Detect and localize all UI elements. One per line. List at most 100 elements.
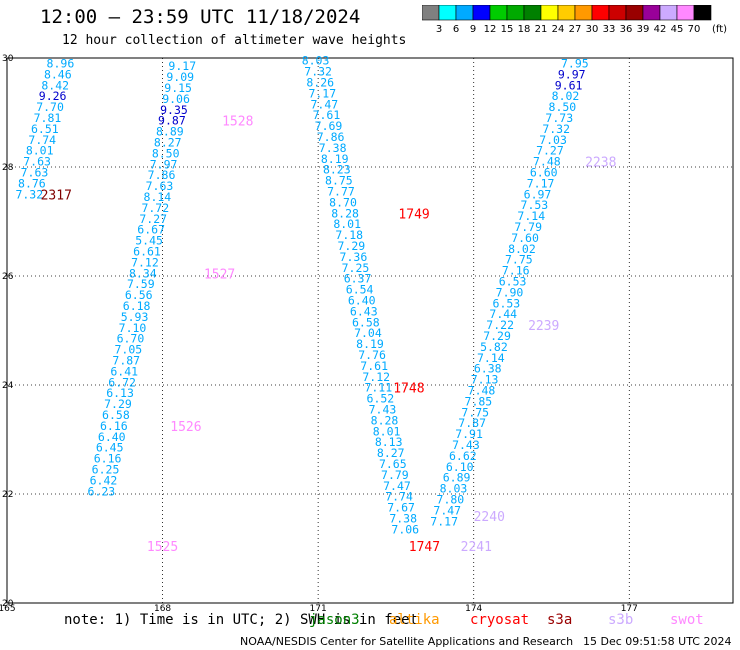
wave-height-value: 7.14: [517, 209, 545, 223]
wave-height-value: 7.87: [458, 416, 486, 430]
wave-height-value: 6.53: [493, 296, 521, 310]
credit-text: NOAA/NESDIS Center for Satellite Applica…: [240, 635, 574, 648]
wave-height-value: 8.02: [508, 242, 536, 256]
wave-height-value: 9.35: [160, 103, 188, 117]
wave-height-value: 7.61: [313, 108, 341, 122]
wave-height-value: 7.74: [28, 133, 56, 147]
color-scale-tick: 12: [484, 24, 497, 35]
wave-height-value: 7.48: [533, 155, 561, 169]
mission-altika: altika: [389, 612, 440, 628]
wave-height-value: 9.09: [166, 70, 194, 84]
wave-height-value: 7.12: [131, 255, 159, 269]
y-tick-label: 20: [2, 599, 14, 609]
wave-height-value: 7.76: [358, 348, 386, 362]
wave-height-value: 6.51: [31, 122, 59, 136]
pass-time-label: 2317: [41, 188, 72, 203]
wave-height-value: 9.97: [558, 67, 586, 81]
wave-height-value: 7.27: [536, 144, 564, 158]
wave-height-value: 7.91: [455, 427, 483, 441]
wave-height-value: 7.22: [486, 318, 514, 332]
wave-height-value: 7.73: [545, 111, 573, 125]
x-tick-label: 165: [0, 604, 16, 614]
wave-height-value: 7.27: [139, 212, 167, 226]
wave-height-value: 7.11: [364, 381, 392, 395]
wave-height-value: 6.10: [446, 460, 474, 474]
wave-height-value: 7.10: [119, 321, 147, 335]
wave-height-value: 6.38: [474, 362, 502, 376]
wave-height-value: 7.32: [542, 122, 570, 136]
wave-height-value: 7.67: [387, 501, 415, 515]
x-tick-label: 177: [621, 604, 638, 614]
wave-height-value: 6.40: [98, 430, 126, 444]
mission-jason3: jason3: [309, 612, 360, 628]
wave-height-value: 8.46: [44, 67, 72, 81]
wave-height-value: 7.25: [342, 261, 370, 275]
color-scale-tick: 30: [586, 24, 599, 35]
color-scale-tick: 21: [535, 24, 548, 35]
wave-height-value: 6.18: [123, 299, 151, 313]
x-tick-label: 168: [154, 604, 171, 614]
wave-height-value: 7.17: [430, 514, 458, 528]
wave-height-value: 7.75: [505, 253, 533, 267]
y-tick-label: 30: [2, 54, 14, 64]
wave-height-value: 6.67: [137, 223, 165, 237]
wave-height-value: 7.90: [496, 285, 524, 299]
mission-legend: jason3 altika cryosat s3a s3b swot: [0, 612, 740, 630]
wave-height-value: 8.23: [323, 163, 351, 177]
wave-height-value: 6.25: [92, 462, 120, 476]
wave-height-value: 6.70: [117, 332, 145, 346]
wave-height-value: 7.60: [511, 231, 539, 245]
wave-height-value: 7.63: [146, 179, 174, 193]
wave-height-value: 6.45: [96, 441, 124, 455]
wave-height-value: 6.37: [344, 272, 372, 286]
wave-height-value: 9.61: [555, 78, 583, 92]
wave-height-value: 7.18: [335, 228, 363, 242]
mission-s3b: s3b: [608, 612, 634, 628]
wave-height-value: 6.16: [94, 452, 122, 466]
wave-height-value: 7.86: [317, 130, 345, 144]
wave-height-value: 7.29: [337, 239, 365, 253]
y-tick-label: 26: [2, 272, 14, 282]
y-tick-label: 24: [2, 381, 14, 391]
wave-height-value: 7.87: [112, 353, 140, 367]
wave-height-value: 7.43: [452, 438, 480, 452]
wave-height-value: 7.43: [369, 403, 397, 417]
color-scale-tick: 33: [603, 24, 616, 35]
color-scale-tick: 18: [518, 24, 531, 35]
wave-height-value: 7.77: [327, 185, 355, 199]
wave-height-value: 8.02: [552, 89, 580, 103]
pass-time-label: 1747: [409, 540, 440, 555]
wave-height-value: 6.58: [102, 408, 130, 422]
wave-height-value: 7.06: [391, 522, 419, 536]
wave-height-value: 7.75: [461, 405, 489, 419]
wave-height-value: 7.47: [383, 479, 411, 493]
wave-height-value: 6.23: [88, 484, 116, 498]
wave-height-value: 6.60: [530, 165, 558, 179]
wave-height-value: 6.89: [443, 471, 471, 485]
wave-height-value: 8.89: [156, 125, 184, 139]
wave-height-value: 9.87: [158, 114, 186, 128]
wave-height-value: 8.01: [373, 424, 401, 438]
wave-height-value: 7.29: [104, 397, 132, 411]
color-scale-tick: 24: [552, 24, 565, 35]
plot-frame: [6, 57, 734, 604]
wave-height-value: 7.16: [502, 264, 530, 278]
pass-time-label: 2240: [474, 510, 505, 525]
wave-height-value: 8.50: [549, 100, 577, 114]
wave-height-value: 8.13: [375, 435, 403, 449]
wave-height-value: 7.14: [477, 351, 505, 365]
wave-height-value: 8.01: [26, 144, 54, 158]
wave-height-value: 7.17: [527, 176, 555, 190]
color-scale-tick: 9: [470, 24, 476, 35]
wave-height-value: 8.28: [371, 413, 399, 427]
color-swatch: [693, 5, 712, 21]
wave-height-value: 7.80: [437, 492, 465, 506]
wave-height-value: 6.58: [352, 315, 380, 329]
wave-height-value: 8.50: [152, 146, 180, 160]
wave-height-value: 7.53: [521, 198, 549, 212]
wave-height-value: 5.82: [480, 340, 508, 354]
color-scale-tick: 27: [569, 24, 582, 35]
mission-cryosat: cryosat: [470, 612, 530, 628]
wave-height-value: 6.54: [346, 283, 374, 297]
wave-height-value: 6.13: [106, 386, 134, 400]
